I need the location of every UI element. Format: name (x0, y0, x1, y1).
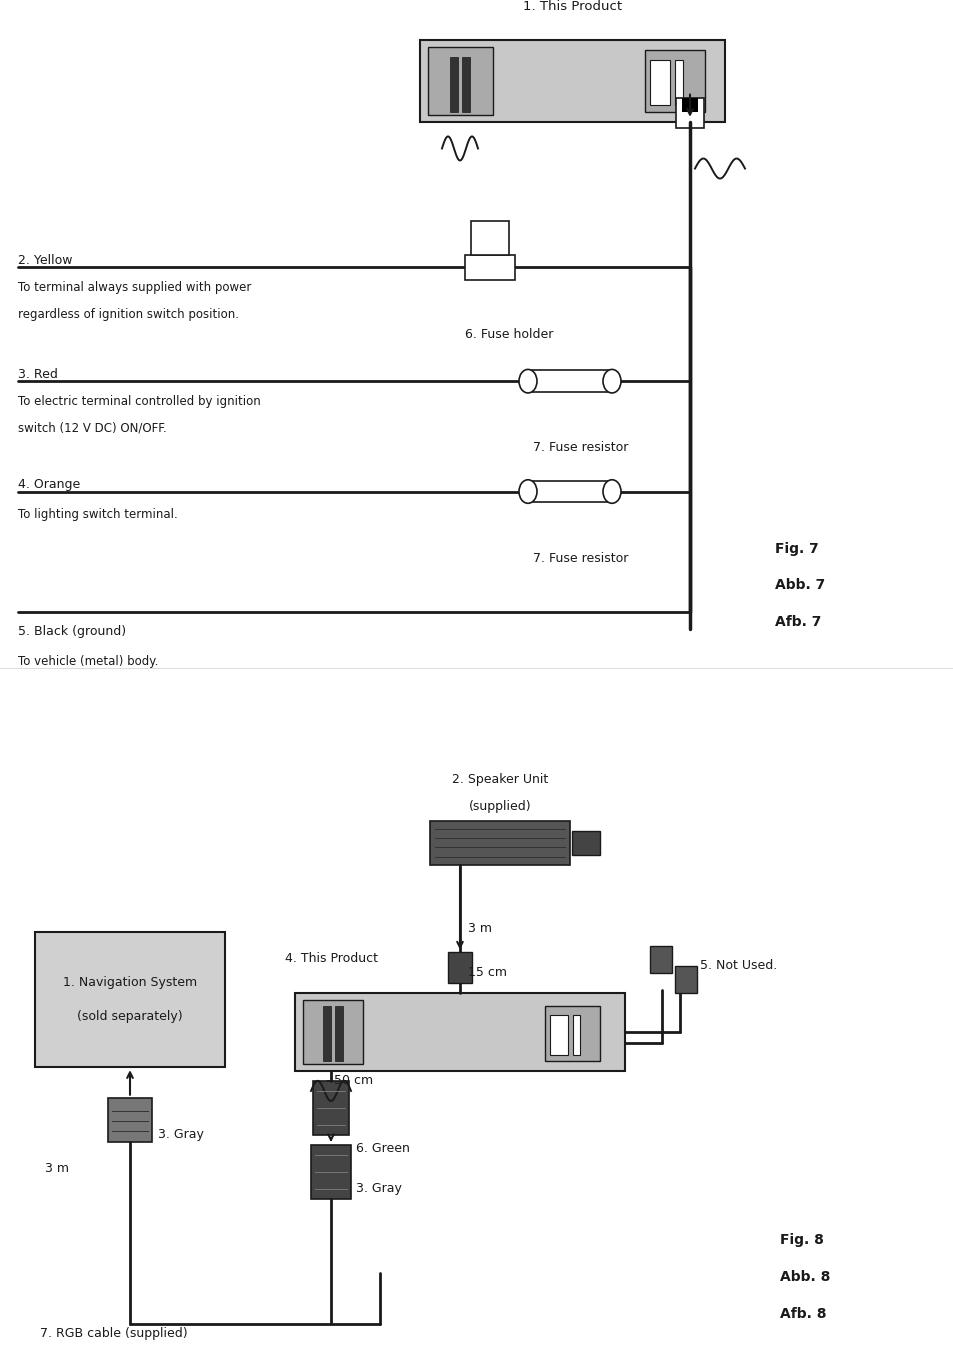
Text: 2. Yellow: 2. Yellow (18, 254, 72, 267)
Bar (649, 61, 669, 105)
Text: 7. Fuse resistor: 7. Fuse resistor (533, 442, 628, 454)
Text: Afb. 7: Afb. 7 (774, 615, 821, 630)
Bar (108, 1097, 152, 1142)
Bar (573, 1015, 579, 1055)
Bar (464, 255, 515, 280)
Text: 5. Black (ground): 5. Black (ground) (18, 626, 126, 638)
Bar (430, 821, 569, 865)
Bar (675, 61, 682, 105)
Text: switch (12 V DC) ON/OFF.: switch (12 V DC) ON/OFF. (18, 422, 167, 434)
Text: 7. RGB cable (supplied): 7. RGB cable (supplied) (40, 1327, 188, 1340)
Bar (311, 1146, 351, 1200)
Bar (471, 222, 509, 255)
Text: To electric terminal controlled by ignition: To electric terminal controlled by ignit… (18, 394, 260, 408)
Text: To vehicle (metal) body.: To vehicle (metal) body. (18, 655, 158, 669)
Text: 6. Green: 6. Green (355, 1142, 410, 1155)
Text: Abb. 8: Abb. 8 (780, 1270, 829, 1283)
Bar (303, 1000, 363, 1065)
Text: (supplied): (supplied) (468, 800, 531, 813)
Bar (550, 1015, 567, 1055)
Ellipse shape (602, 369, 620, 393)
Text: 15 cm: 15 cm (468, 966, 506, 979)
Text: regardless of ignition switch position.: regardless of ignition switch position. (18, 308, 239, 320)
Bar (450, 57, 457, 112)
Text: To terminal always supplied with power: To terminal always supplied with power (18, 281, 251, 295)
Bar (644, 50, 704, 112)
Text: 4. This Product: 4. This Product (285, 952, 377, 966)
Bar (461, 57, 470, 112)
Text: Fig. 7: Fig. 7 (774, 542, 818, 555)
Text: Fig. 8: Fig. 8 (780, 1232, 823, 1247)
Text: (sold separately): (sold separately) (77, 1011, 183, 1023)
Ellipse shape (518, 369, 537, 393)
Bar (313, 1081, 349, 1135)
Text: 4. Orange: 4. Orange (18, 478, 80, 492)
Bar (294, 993, 624, 1070)
Text: ‒50 cm: ‒50 cm (326, 1074, 373, 1088)
Bar (527, 481, 613, 503)
Bar (323, 1006, 331, 1061)
Bar (448, 952, 472, 984)
Bar (428, 47, 493, 115)
Bar (544, 1006, 599, 1061)
Ellipse shape (518, 480, 537, 504)
Text: 3. Gray: 3. Gray (355, 1182, 401, 1196)
Bar (572, 831, 599, 855)
Ellipse shape (602, 480, 620, 504)
Text: 1. This Product: 1. This Product (522, 0, 621, 14)
Text: 3. Gray: 3. Gray (158, 1128, 204, 1142)
Text: Abb. 7: Abb. 7 (774, 578, 824, 593)
Text: 6. Fuse holder: 6. Fuse holder (464, 328, 553, 340)
Text: 2. Speaker Unit: 2. Speaker Unit (452, 773, 548, 786)
Text: 3 m: 3 m (45, 1162, 69, 1175)
Text: To lighting switch terminal.: To lighting switch terminal. (18, 508, 177, 521)
Text: 3 m: 3 m (468, 921, 492, 935)
Text: 5. Not Used.: 5. Not Used. (700, 959, 777, 973)
Text: 1. Navigation System: 1. Navigation System (63, 977, 197, 989)
Bar (335, 1006, 343, 1061)
Text: Afb. 8: Afb. 8 (780, 1308, 825, 1321)
Bar (419, 41, 724, 122)
Bar (35, 932, 225, 1067)
Text: 3. Red: 3. Red (18, 367, 58, 381)
Bar (676, 99, 703, 128)
Bar (527, 370, 613, 392)
Bar (649, 946, 671, 973)
Bar (675, 966, 697, 993)
Bar (681, 99, 698, 112)
Text: 7. Fuse resistor: 7. Fuse resistor (533, 551, 628, 565)
